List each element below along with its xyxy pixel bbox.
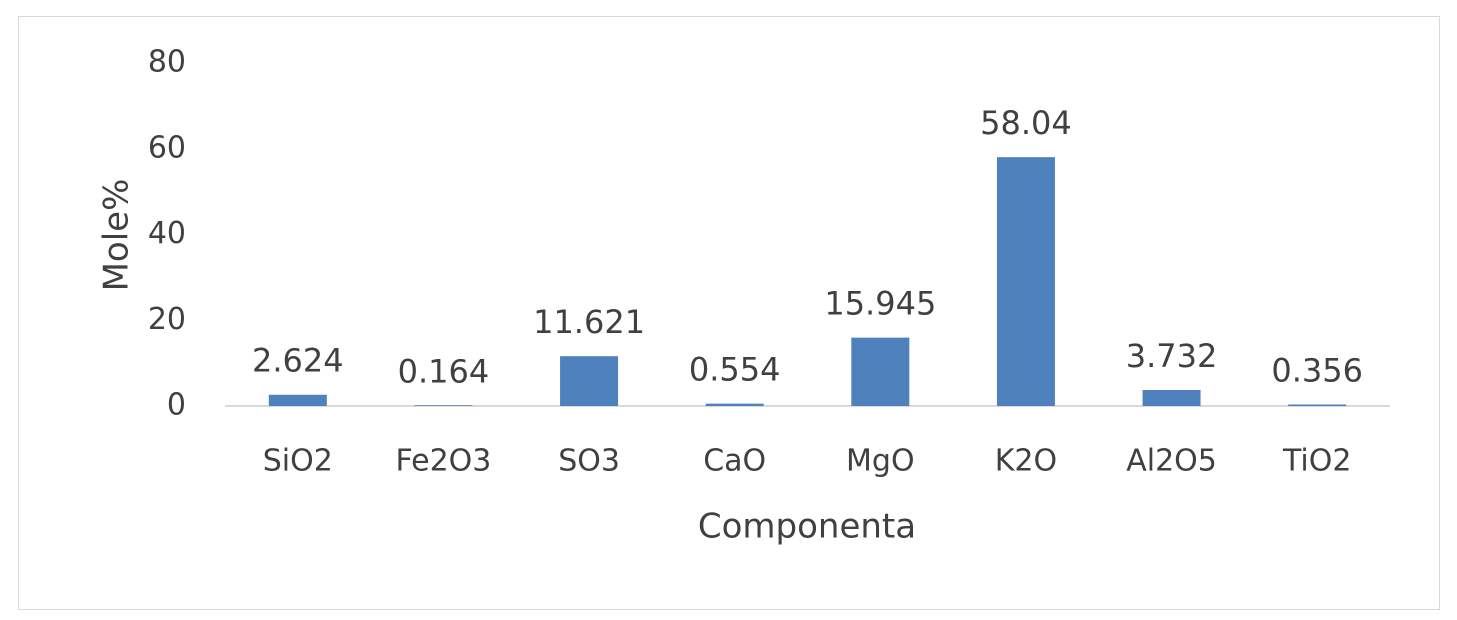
x-category-label: CaO [703, 444, 766, 479]
bar [414, 405, 473, 406]
data-label: 15.945 [824, 285, 936, 323]
x-category-label: Fe2O3 [396, 444, 492, 479]
data-label: 0.356 [1271, 351, 1363, 389]
bar [705, 403, 764, 406]
x-category-label: MgO [846, 444, 915, 479]
y-tick-label: 60 [148, 130, 186, 165]
data-label: 58.04 [980, 104, 1072, 142]
x-category-label: Al2O5 [1126, 444, 1217, 479]
y-tick-label: 40 [148, 216, 186, 251]
data-label: 0.554 [689, 351, 781, 389]
bars [268, 157, 1347, 406]
y-tick-label: 80 [148, 45, 186, 80]
bar [996, 157, 1055, 406]
x-category-label: K2O [995, 444, 1057, 479]
bar [851, 337, 910, 406]
x-category-label: SO3 [558, 444, 620, 479]
x-category-label: SiO2 [263, 444, 333, 479]
data-label: 11.621 [533, 303, 645, 341]
x-axis-categories: SiO2 Fe2O3 SO3 CaO MgO K2O Al2O5 TiO2 [263, 444, 1352, 479]
y-tick-label: 0 [167, 388, 186, 423]
bar [1142, 389, 1201, 406]
data-label: 2.624 [252, 342, 344, 380]
y-axis-title: Mole% [97, 179, 137, 292]
y-axis-ticks: 0 20 40 60 80 [148, 45, 186, 423]
x-axis-title: Componenta [698, 507, 916, 547]
chart-area [18, 16, 1440, 610]
data-label: 3.732 [1126, 337, 1218, 375]
bar [268, 394, 327, 406]
y-tick-label: 20 [148, 302, 186, 337]
data-labels: 2.624 0.164 11.621 0.554 15.945 58.04 3.732 0.3… [252, 104, 1363, 390]
x-category-label: TiO2 [1282, 444, 1351, 479]
data-label: 0.164 [398, 352, 490, 390]
bar [560, 356, 619, 406]
bar [1288, 404, 1347, 406]
